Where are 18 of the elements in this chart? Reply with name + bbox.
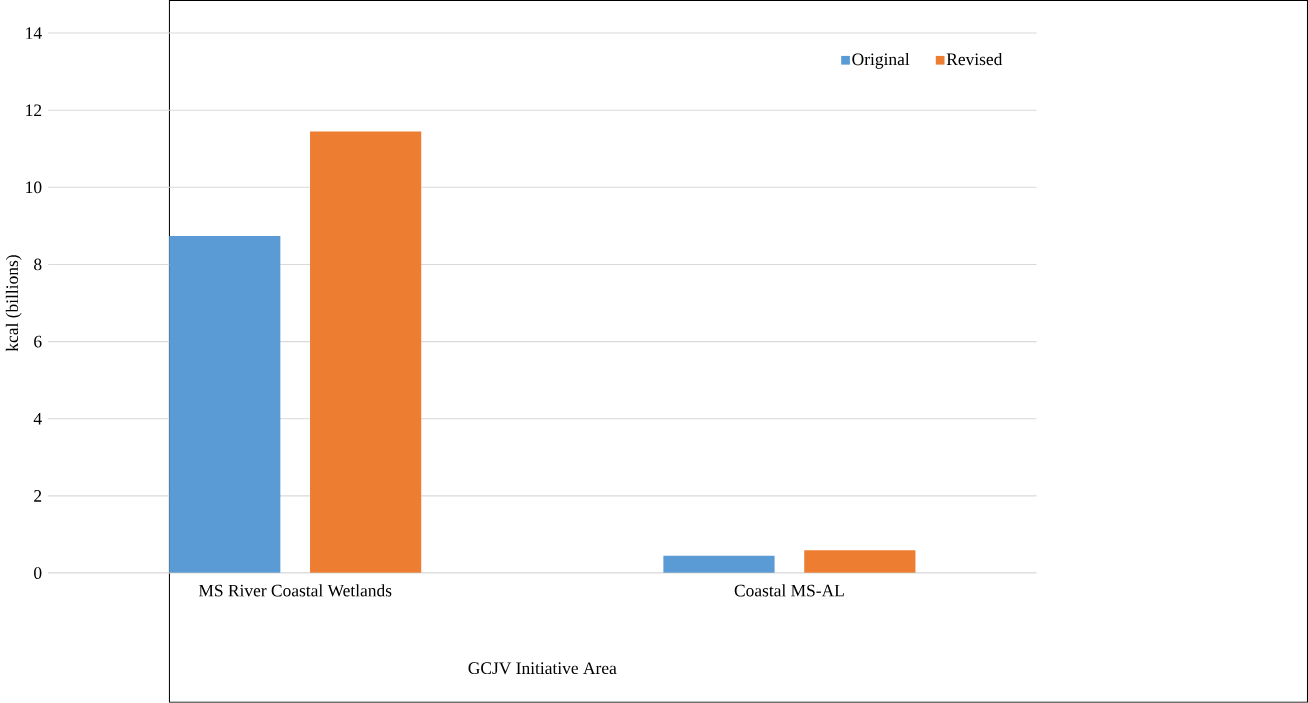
x-axis-title: GCJV Initiative Area bbox=[468, 662, 617, 675]
y-axis-title: kcal (billions) bbox=[5, 255, 22, 352]
y-tick-label: 12 bbox=[26, 104, 42, 117]
x-tick-label: Coastal MS-AL bbox=[734, 584, 844, 597]
y-tick-label: 6 bbox=[34, 335, 42, 348]
y-tick-label: 8 bbox=[34, 258, 42, 271]
y-tick-label: 2 bbox=[34, 490, 42, 502]
y-tick-label: 0 bbox=[34, 567, 42, 580]
y-tick-label: 10 bbox=[26, 181, 42, 194]
legend-label: Original bbox=[852, 53, 910, 69]
bar bbox=[169, 236, 281, 574]
bar bbox=[663, 555, 775, 574]
y-tick-label: 4 bbox=[33, 413, 42, 425]
x-tick-label: MS River Coastal Wetlands bbox=[198, 584, 392, 597]
bar bbox=[804, 550, 916, 574]
bar bbox=[310, 131, 422, 574]
legend-label: Revised bbox=[946, 53, 1003, 66]
y-tick-label: 14 bbox=[26, 27, 42, 39]
